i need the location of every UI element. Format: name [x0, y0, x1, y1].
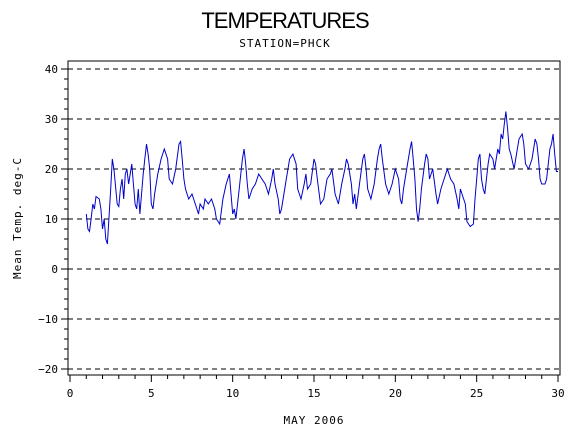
x-tick-label: 15 — [307, 387, 320, 400]
x-tick-label: 25 — [470, 387, 483, 400]
x-tick-label: 10 — [226, 387, 239, 400]
y-tick-label: 40 — [45, 63, 58, 76]
x-tick-label: 30 — [551, 387, 564, 400]
y-tick-label: 0 — [51, 263, 58, 276]
x-tick-label: 5 — [148, 387, 155, 400]
major-ticks — [61, 68, 559, 382]
x-axis-label: MAY 2006 — [284, 414, 345, 427]
plot-frame — [67, 60, 561, 376]
y-tick-labels: −20 −10 0 10 20 30 40 — [38, 63, 58, 376]
x-tick-label: 0 — [67, 387, 74, 400]
y-tick-label: −10 — [38, 313, 58, 326]
y-tick-label: 10 — [45, 213, 58, 226]
x-tick-label: 20 — [389, 387, 402, 400]
minor-ticks — [64, 78, 543, 379]
grid-lines — [68, 68, 560, 370]
chart-subtitle: STATION=PHCK — [239, 37, 330, 50]
chart-title: TEMPERATURES — [201, 8, 369, 33]
series-line-mean-temp — [85, 111, 558, 245]
y-tick-label: −20 — [38, 363, 58, 376]
y-axis-label: Mean Temp. deg-C — [11, 157, 24, 279]
x-tick-labels: 0 5 10 15 20 25 30 — [67, 387, 565, 400]
y-tick-label: 30 — [45, 113, 58, 126]
y-tick-label: 20 — [45, 163, 58, 176]
